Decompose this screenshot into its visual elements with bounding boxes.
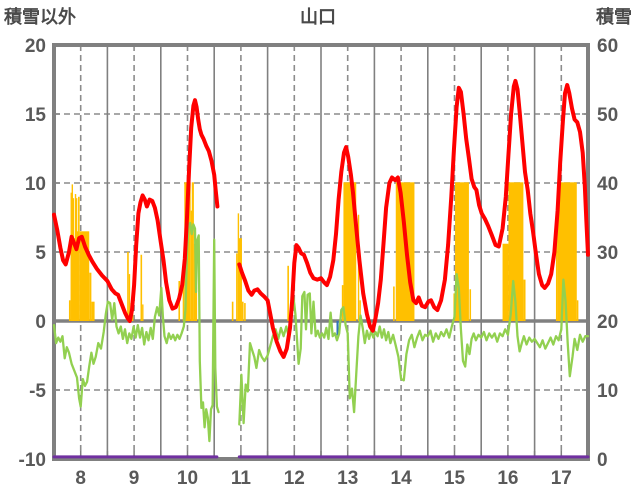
sunshine-bars-bar (70, 192, 72, 321)
sunshine-bars-bar (238, 238, 242, 321)
precip-bar-bar (336, 321, 339, 336)
sunshine-bars-bar (142, 304, 144, 321)
sunshine-bars-bar (78, 196, 80, 321)
sunshine-bars-bar (89, 272, 92, 321)
sunshine-bars-bar (231, 301, 234, 321)
right-axis-tick-label: 50 (597, 105, 618, 126)
sunshine-bars-bar (182, 282, 185, 321)
sunshine-bars-bar (195, 286, 198, 321)
sunshine-bars-bar (241, 301, 244, 321)
sunshine-bars-bar (236, 253, 238, 321)
right-axis-title: 積雪 (595, 6, 632, 27)
x-axis-tick-label: 14 (391, 468, 413, 489)
left-axis-tick-label: 0 (35, 312, 46, 333)
right-axis-tick-label: 10 (597, 381, 618, 402)
sunshine-bars-bar (341, 285, 344, 321)
right-axis-tick-label: 30 (597, 243, 618, 264)
sunshine-bars-bar (469, 289, 472, 321)
sunshine-bars-bar (140, 254, 143, 321)
right-axis-tick-label: 20 (597, 312, 618, 333)
sunshine-bars-bar (191, 182, 194, 321)
temperature-line-segment (52, 98, 220, 323)
sunshine-bars-bar (287, 265, 289, 321)
x-axis-tick-label: 16 (497, 468, 518, 489)
sunshine-bars-bar (555, 207, 558, 321)
green-line-segment (238, 272, 590, 426)
left-axis-tick-label: 20 (25, 36, 46, 57)
x-axis-tick-label: 8 (75, 468, 86, 489)
temperature-line-segment (237, 78, 590, 359)
sunshine-bars-bar (502, 243, 509, 321)
x-axis-tick-label: 12 (284, 468, 305, 489)
sunshine-bars-bar (73, 238, 76, 321)
sunshine-bars-bar (576, 300, 579, 321)
sunshine-bars-bar (128, 274, 131, 321)
left-axis-tick-label: 5 (35, 243, 46, 264)
sunshine-bars-bar (343, 182, 357, 321)
x-axis-tick-label: 15 (444, 468, 466, 489)
sunshine-bars-bar (75, 198, 78, 321)
page-title: 山口 (300, 7, 336, 27)
sunshine-bars-bar (190, 210, 193, 321)
sunshine-bars-bar (455, 182, 469, 321)
x-axis-tick-label: 11 (231, 468, 252, 489)
sunshine-bars-bar (91, 301, 95, 321)
sunshine-bars-bar (393, 286, 395, 321)
left-axis-tick-label: -10 (19, 450, 46, 471)
right-axis-tick-label: 60 (597, 36, 618, 57)
sunshine-bars-bar (72, 198, 75, 321)
left-axis-title: 積雪以外 (3, 6, 76, 27)
sunshine-bars-bar (557, 182, 577, 321)
sunshine-bars-bar (74, 194, 77, 321)
right-axis-tick-label: 0 (597, 450, 608, 471)
sunshine-bars-bar (71, 184, 74, 321)
sunshine-bars-bar (127, 252, 129, 321)
right-axis-tick-label: 40 (597, 174, 618, 195)
left-axis-tick-label: 10 (25, 174, 46, 195)
sunshine-bars-bar (79, 231, 90, 321)
sunshine-bars-bar (68, 300, 71, 321)
left-axis-tick-label: -5 (29, 381, 46, 402)
x-axis-tick-label: 10 (177, 468, 198, 489)
green-line-segment (52, 221, 220, 443)
lines-layer (52, 78, 590, 459)
sunshine-bars-bar (244, 303, 246, 321)
x-axis-tick-label: 9 (129, 468, 140, 489)
sunshine-bars-bar (359, 300, 361, 321)
x-axis-tick-label: 13 (337, 468, 358, 489)
sunshine-bars-bar (523, 279, 526, 321)
sunshine-bars-bar (76, 231, 79, 321)
left-axis-tick-label: 15 (25, 105, 47, 126)
x-axis-tick-label: 17 (551, 468, 572, 489)
